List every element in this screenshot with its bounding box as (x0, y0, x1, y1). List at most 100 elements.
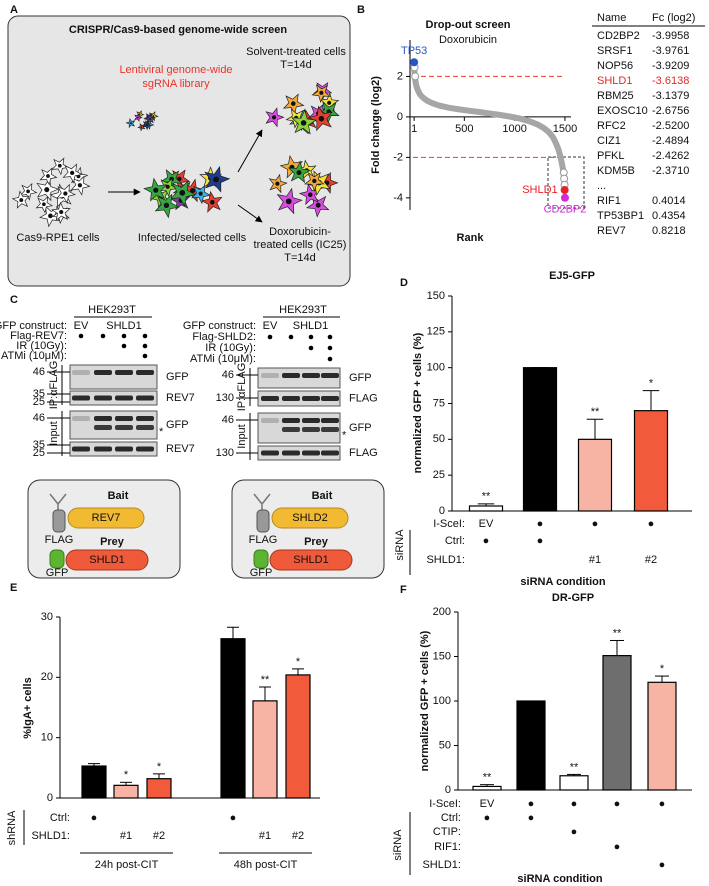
y-tick-label: -4 (393, 192, 403, 204)
band (115, 395, 133, 401)
nucleus (48, 213, 53, 219)
nucleus (129, 122, 132, 125)
condition-cell: #1 (120, 830, 132, 842)
condition-cell: ● (614, 841, 621, 853)
lane-dot (308, 334, 314, 340)
blot (257, 367, 341, 389)
cell-line: HEK293T (279, 304, 327, 316)
highlight-point (560, 186, 569, 195)
bar (472, 785, 502, 791)
nucleus (19, 198, 24, 202)
rank-curve (411, 67, 568, 186)
chart-subtitle: Doxorubicin (439, 34, 497, 46)
side-label: siRNA (394, 529, 406, 561)
band (302, 427, 320, 432)
y-tick-label: 200 (433, 606, 451, 618)
y-tick-label: 100 (427, 362, 445, 374)
table-cell: NOP56 (597, 60, 633, 72)
condition-label: Ctrl: (50, 812, 70, 824)
condition-label: CTIP: (433, 826, 461, 838)
doxorubicin-label: T=14d (284, 252, 316, 264)
antibody: REV7 (166, 443, 195, 455)
nucleus (140, 126, 143, 128)
prey-protein (65, 549, 149, 571)
bar (647, 681, 677, 791)
highlight-point (560, 193, 569, 202)
panel-label: D (400, 277, 408, 289)
condition-label: I-SceI: (429, 798, 461, 810)
significance: ** (261, 674, 270, 686)
nucleus (163, 202, 170, 208)
condition-cell: EV (479, 518, 494, 530)
significance: * (124, 769, 129, 781)
row-label: ATMi (10μM): (1, 350, 67, 362)
condition-cell: #1 (259, 830, 271, 842)
condition-cell: ● (483, 535, 490, 547)
antibody: GFP (166, 419, 189, 431)
nucleus (285, 198, 292, 205)
parental-label: Cas9-RPE1 cells (16, 232, 100, 244)
nucleus (271, 115, 277, 120)
table-cell: RFC2 (597, 120, 626, 132)
side-label: siRNA (392, 829, 404, 861)
condition-label: Ctrl: (445, 535, 465, 547)
panel-label: C (10, 294, 18, 306)
lane-dot (142, 333, 148, 339)
significance: ** (613, 627, 622, 639)
nucleus (318, 115, 325, 122)
band (261, 418, 279, 423)
mw-marker: 130 (216, 447, 234, 459)
antibody: FLAG (349, 447, 378, 459)
bar (602, 655, 632, 791)
y-tick-label: 10 (41, 732, 53, 744)
antibody: GFP (166, 371, 189, 383)
nucleus (59, 210, 64, 215)
doxorubicin-label: treated cells (IC25) (254, 239, 347, 251)
condition-cell: #1 (589, 554, 601, 566)
y-tick-label: 150 (433, 650, 451, 662)
lane-dot (78, 333, 84, 339)
blot (69, 390, 158, 406)
table-cell: CIZ1 (597, 135, 621, 147)
mw-marker: 46 (33, 412, 45, 424)
band (94, 446, 112, 452)
antibody: GFP (349, 372, 372, 384)
y-tick-label: 50 (433, 433, 445, 445)
lane-dot (142, 353, 148, 359)
bait-label: REV7 (92, 512, 121, 524)
table-cell: SHLD1 (597, 75, 632, 87)
nucleus (137, 116, 139, 119)
band (136, 395, 154, 401)
lane-dot (308, 345, 314, 351)
x-tick-label: 1500 (553, 123, 577, 135)
x-axis-label: siRNA condition (520, 576, 605, 588)
blot (69, 364, 158, 390)
solvent-label: T=14d (280, 59, 312, 71)
nucleus (152, 115, 155, 118)
condition-label: Ctrl: (441, 812, 461, 824)
nucleus (153, 187, 159, 193)
bar (285, 674, 311, 799)
mw-marker: 46 (222, 414, 234, 426)
doxorubicin-label: Doxorubicin- (269, 226, 331, 238)
condition-label: SHLD1: (31, 830, 70, 842)
nucleus (319, 90, 324, 95)
significance: * (296, 656, 301, 668)
mw-marker: 25 (33, 447, 45, 459)
arrow (237, 129, 263, 173)
table-cell: EXOSC10 (597, 105, 648, 117)
significance: * (649, 378, 654, 390)
table-cell: -3.1379 (652, 90, 689, 102)
nucleus (190, 188, 196, 194)
bar (468, 505, 504, 512)
tag (49, 549, 65, 569)
condition-cell: ● (484, 812, 491, 824)
construct: SHLD1 (106, 320, 141, 332)
nucleus (300, 120, 307, 126)
band (302, 450, 320, 456)
library-label: sgRNA library (142, 78, 210, 90)
y-tick-label: 25 (433, 469, 445, 481)
band (302, 396, 320, 401)
table-cell: 0.4354 (652, 210, 686, 222)
